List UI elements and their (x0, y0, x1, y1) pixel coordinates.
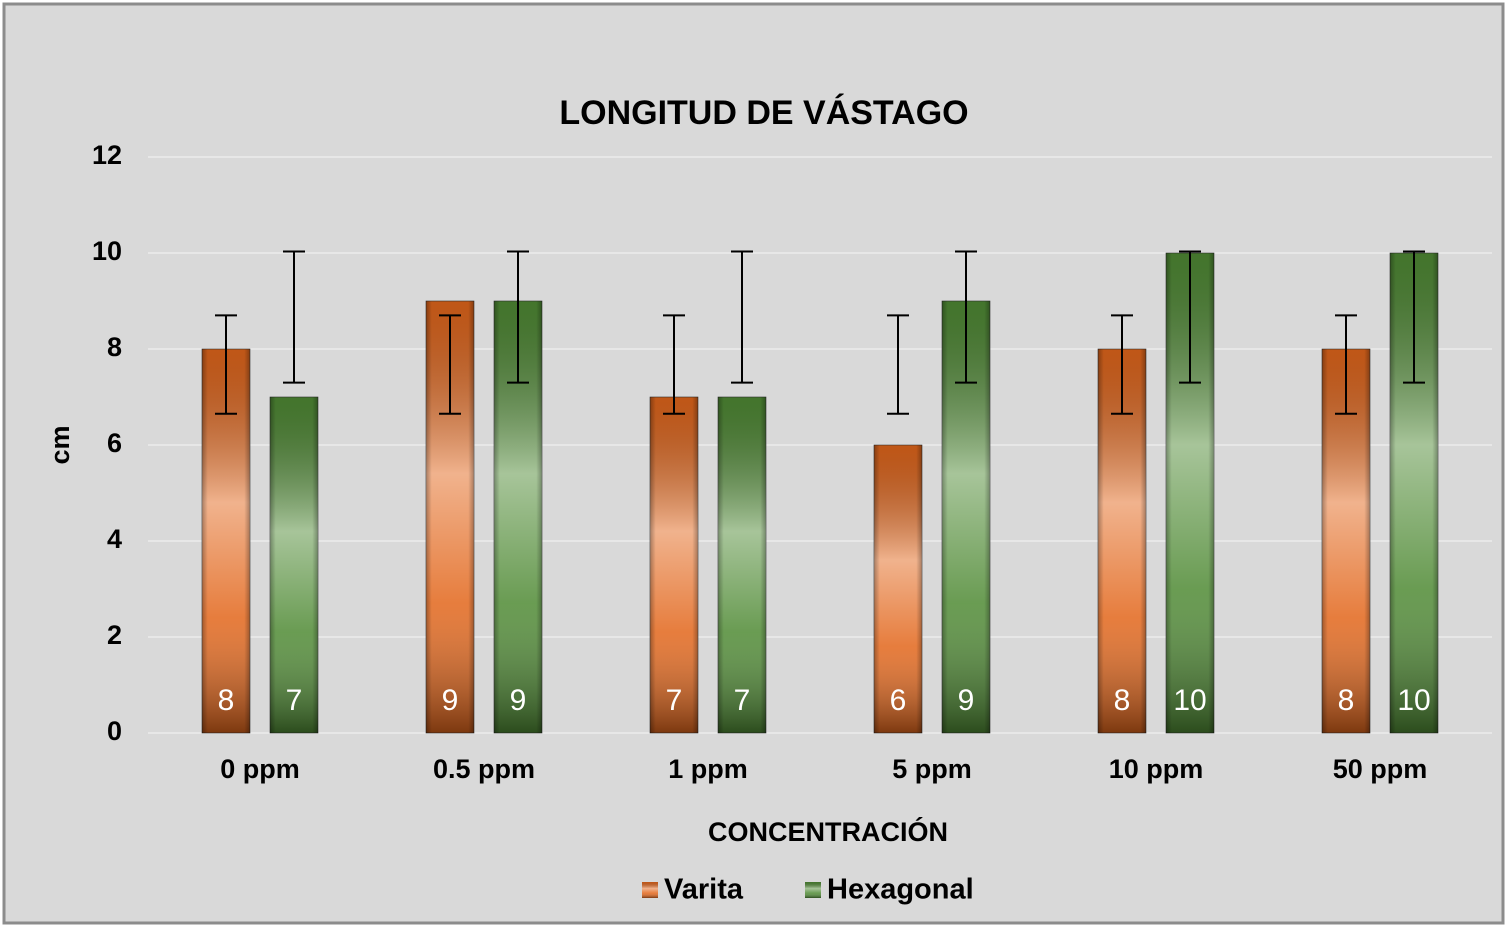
y-tick-label: 4 (107, 524, 122, 554)
y-axis-title: cm (45, 425, 75, 464)
x-tick-label: 5 ppm (892, 754, 972, 784)
y-tick-label: 12 (92, 140, 122, 170)
x-tick-label: 1 ppm (668, 754, 748, 784)
legend-swatch-shine (642, 882, 658, 898)
data-label: 8 (1338, 684, 1355, 717)
data-label: 10 (1173, 684, 1206, 717)
bar-edge (270, 397, 318, 733)
bar-edge (874, 445, 922, 733)
legend-label: Hexagonal (827, 874, 974, 906)
data-label: 8 (218, 684, 235, 717)
data-label: 6 (890, 684, 907, 717)
bar-edge (718, 397, 766, 733)
data-label: 9 (442, 684, 459, 717)
x-tick-label: 0.5 ppm (433, 754, 535, 784)
data-label: 7 (666, 684, 683, 717)
x-tick-label: 0 ppm (220, 754, 300, 784)
y-tick-label: 6 (107, 428, 122, 458)
data-label: 8 (1114, 684, 1131, 717)
y-tick-label: 2 (107, 620, 122, 650)
data-label: 10 (1397, 684, 1430, 717)
legend-swatch-shine (805, 882, 821, 898)
data-label: 7 (286, 684, 303, 717)
x-tick-label: 50 ppm (1333, 754, 1428, 784)
x-tick-label: 10 ppm (1109, 754, 1204, 784)
bar-edge (650, 397, 698, 733)
x-axis-title: CONCENTRACIÓN (708, 816, 948, 847)
chart-title: LONGITUD DE VÁSTAGO (559, 94, 968, 132)
data-label: 9 (510, 684, 527, 717)
data-label: 7 (734, 684, 751, 717)
y-tick-label: 10 (92, 236, 122, 266)
y-tick-label: 8 (107, 332, 122, 362)
legend-label: Varita (664, 874, 744, 906)
y-tick-label: 0 (107, 716, 122, 746)
data-label: 9 (958, 684, 975, 717)
